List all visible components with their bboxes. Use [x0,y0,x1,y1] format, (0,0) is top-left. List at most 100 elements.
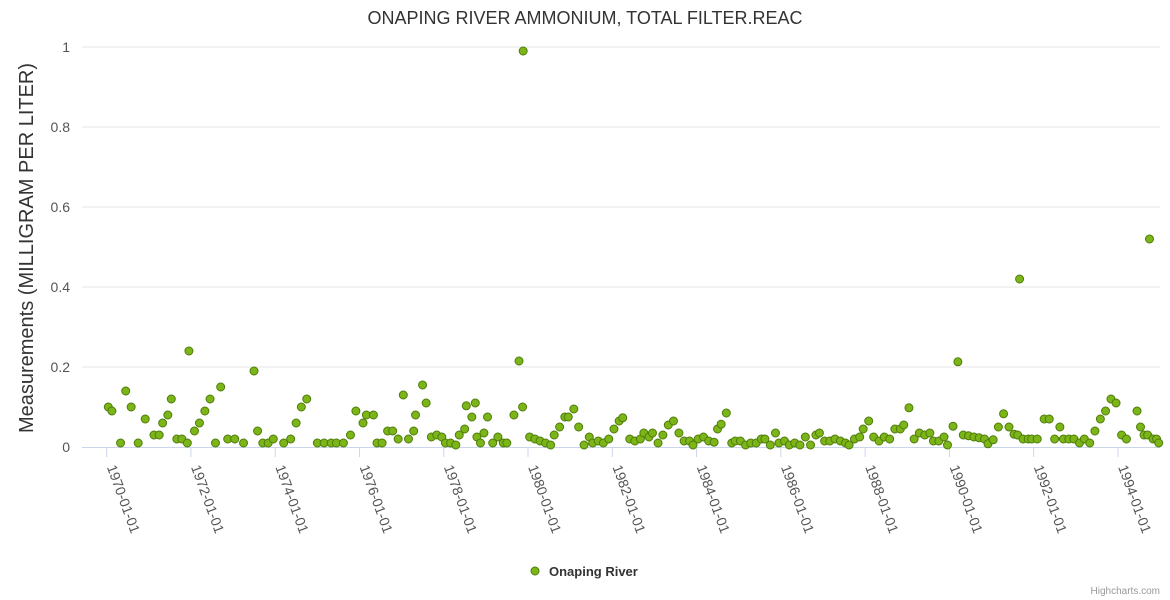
data-point[interactable] [1136,422,1146,432]
data-point[interactable] [460,424,470,434]
data-point[interactable] [953,357,963,367]
data-point[interactable] [925,428,935,438]
data-point[interactable] [479,428,489,438]
data-point[interactable] [1032,434,1042,444]
data-point[interactable] [184,346,194,356]
data-point[interactable] [470,398,480,408]
data-point[interactable] [377,438,387,448]
data-point[interactable] [502,438,512,448]
data-point[interactable] [461,401,471,411]
data-point[interactable] [939,432,949,442]
data-point[interactable] [1090,426,1100,436]
data-point[interactable] [716,419,726,429]
data-point[interactable] [421,398,431,408]
data-point[interactable] [668,416,678,426]
data-point[interactable] [579,440,589,450]
data-point[interactable] [574,422,584,432]
data-point[interactable] [116,438,126,448]
data-point[interactable] [549,430,559,440]
data-point[interactable] [182,438,192,448]
data-point[interactable] [765,440,775,450]
data-point[interactable] [546,440,556,450]
data-point[interactable] [518,402,528,412]
data-point[interactable] [942,440,952,450]
data-point[interactable] [760,434,770,444]
data-point[interactable] [216,382,226,392]
data-point[interactable] [569,404,579,414]
data-point[interactable] [140,414,150,424]
series-onaping-river[interactable] [103,46,1164,450]
data-point[interactable] [268,434,278,444]
data-point[interactable] [618,413,628,423]
data-point[interactable] [158,418,168,428]
data-point[interactable] [1055,422,1065,432]
data-point[interactable] [674,428,684,438]
data-point[interactable] [999,409,1009,419]
data-point[interactable] [909,434,919,444]
data-point[interactable] [904,403,914,413]
data-point[interactable] [948,421,958,431]
data-point[interactable] [814,428,824,438]
data-point[interactable] [514,356,524,366]
data-point[interactable] [418,380,428,390]
data-point[interactable] [126,402,136,412]
data-point[interactable] [1111,398,1121,408]
data-point[interactable] [770,428,780,438]
data-point[interactable] [279,438,289,448]
data-point[interactable] [121,386,131,396]
data-point[interactable] [189,426,199,436]
credits[interactable]: Highcharts.com [1091,586,1160,597]
data-point[interactable] [688,440,698,450]
data-point[interactable] [454,430,464,440]
data-point[interactable] [107,406,117,416]
data-point[interactable] [210,438,220,448]
data-point[interactable] [1085,438,1095,448]
data-point[interactable] [249,366,259,376]
data-point[interactable] [1121,434,1131,444]
data-point[interactable] [795,440,805,450]
data-point[interactable] [351,406,361,416]
data-point[interactable] [1095,414,1105,424]
data-point[interactable] [555,422,565,432]
data-point[interactable] [338,438,348,448]
data-point[interactable] [493,432,503,442]
data-point[interactable] [563,412,573,422]
legend[interactable]: Onaping River [530,564,638,579]
data-point[interactable] [1015,274,1025,284]
data-point[interactable] [286,434,296,444]
data-point[interactable] [154,430,164,440]
data-point[interactable] [993,422,1003,432]
data-point[interactable] [194,418,204,428]
data-point[interactable] [345,430,355,440]
data-point[interactable] [230,434,240,444]
data-point[interactable] [411,410,421,420]
data-point[interactable] [844,440,854,450]
data-point[interactable] [398,390,408,400]
data-point[interactable] [653,438,663,448]
data-point[interactable] [253,426,263,436]
data-point[interactable] [358,418,368,428]
data-point[interactable] [403,434,413,444]
data-point[interactable] [1004,422,1014,432]
data-point[interactable] [1101,406,1111,416]
data-point[interactable] [163,410,173,420]
data-point[interactable] [800,432,810,442]
data-point[interactable] [200,406,210,416]
data-point[interactable] [483,412,493,422]
data-point[interactable] [488,438,498,448]
data-point[interactable] [1154,438,1164,448]
data-point[interactable] [133,438,143,448]
data-point[interactable] [166,394,176,404]
data-point[interactable] [393,434,403,444]
data-point[interactable] [451,440,461,450]
data-point[interactable] [302,394,312,404]
data-point[interactable] [609,424,619,434]
data-point[interactable] [658,430,668,440]
data-point[interactable] [604,434,614,444]
data-point[interactable] [467,412,477,422]
data-point[interactable] [1050,434,1060,444]
data-point[interactable] [988,435,998,445]
data-point[interactable] [388,426,398,436]
data-point[interactable] [858,424,868,434]
data-point[interactable] [296,402,306,412]
